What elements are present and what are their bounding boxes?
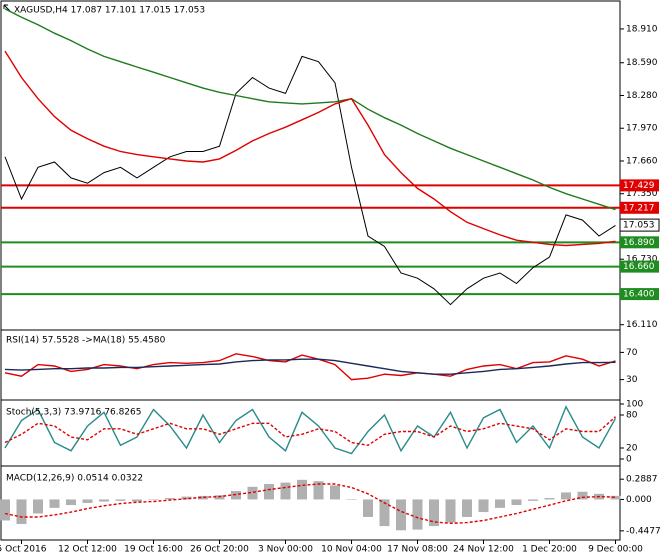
histogram-bar <box>198 495 208 500</box>
histogram-bar <box>346 499 357 500</box>
histogram-bar <box>577 491 588 500</box>
series-line <box>4 405 617 455</box>
current-price-label: 17.053 <box>623 221 655 231</box>
histogram-bar <box>132 499 142 502</box>
histogram-bar <box>313 481 324 500</box>
y-tick-label: 18.910 <box>626 24 658 34</box>
histogram-bar <box>264 484 274 500</box>
y-tick-label: 16.730 <box>626 255 658 265</box>
y-tick-label: 0.2887 <box>626 475 658 485</box>
histogram-bar <box>610 495 621 500</box>
histogram-bar <box>412 499 423 530</box>
series-line <box>4 50 616 247</box>
level-label: 16.660 <box>623 262 655 272</box>
histogram-bar <box>561 492 571 500</box>
level-label: 17.429 <box>623 181 655 191</box>
level-tag <box>620 179 659 192</box>
level-tag <box>620 236 659 249</box>
y-tick-label: 17.970 <box>626 124 658 134</box>
histogram-bar <box>0 499 10 521</box>
current-price-tag <box>619 218 660 232</box>
x-tick-label: 17 Nov 08:00 <box>387 545 448 555</box>
x-tick-label: 5 Oct 2016 <box>0 545 47 555</box>
series-line <box>4 353 616 381</box>
x-tick-label: 1 Dec 20:00 <box>522 545 577 555</box>
y-tick-label: 80 <box>626 411 638 421</box>
series-line <box>4 358 616 375</box>
x-tick-label: 26 Oct 20:00 <box>190 545 249 555</box>
series-line <box>4 55 616 306</box>
pane-title: MACD(12,26,9) 0.0514 0.0322 <box>6 474 143 484</box>
y-tick-label: -0.4477 <box>626 526 660 536</box>
histogram-bar <box>297 479 307 500</box>
pane-title: RSI(14) 57.5528 ->MA(18) 55.4580 <box>6 336 166 346</box>
y-tick-label: 20 <box>626 444 638 454</box>
histogram-bar <box>165 498 175 500</box>
histogram-bar <box>33 499 43 514</box>
histogram-bar <box>16 499 27 524</box>
histogram-bar <box>280 482 291 500</box>
histogram-bar <box>115 499 126 501</box>
y-tick-label: 30 <box>626 375 638 385</box>
histogram-bar <box>330 485 340 500</box>
pane-title: XAGUSD,H4 17.087 17.101 17.015 17.053 <box>14 6 205 16</box>
y-tick-label: 0 <box>626 455 632 465</box>
histogram-bar <box>396 499 406 531</box>
histogram-bar <box>66 499 76 506</box>
histogram-bar <box>82 499 93 503</box>
histogram-bar <box>247 486 258 500</box>
arrow-icon <box>3 4 11 12</box>
y-tick-label: 17.660 <box>626 156 658 166</box>
level-label: 16.890 <box>623 238 655 248</box>
y-tick-label: 18.280 <box>626 91 658 101</box>
pane-title: Stoch(5,3,3) 73.9716 76.8265 <box>6 408 141 418</box>
histogram-bar <box>478 499 489 513</box>
plot-frame <box>0 0 621 541</box>
y-tick-label: 17.350 <box>626 189 658 199</box>
y-tick-label: 100 <box>626 400 643 410</box>
histogram-bar <box>495 499 505 508</box>
y-tick-label: 16.110 <box>626 320 658 330</box>
level-tag <box>620 260 659 273</box>
level-tag <box>620 288 659 301</box>
histogram-bar <box>363 499 373 517</box>
level-tag <box>620 201 659 214</box>
x-tick-label: 19 Oct 16:00 <box>124 545 183 555</box>
histogram-bar <box>181 496 192 500</box>
level-label: 16.400 <box>623 290 655 300</box>
histogram-bar <box>231 491 241 500</box>
y-tick-label: 70 <box>626 348 638 358</box>
histogram-bar <box>99 499 109 502</box>
series-line <box>4 8 616 211</box>
x-tick-label: 12 Oct 12:00 <box>58 545 117 555</box>
x-tick-label: 10 Nov 04:00 <box>321 545 382 555</box>
series-line <box>4 483 616 525</box>
histogram-bar <box>379 499 390 527</box>
histogram-bar <box>214 495 225 500</box>
level-label: 17.217 <box>623 203 655 213</box>
x-tick-label: 24 Nov 12:00 <box>453 545 514 555</box>
x-tick-label: 9 Dec 00:00 <box>588 545 643 555</box>
histogram-bar <box>528 499 538 501</box>
histogram-bar <box>511 499 522 506</box>
y-tick-label: 0.000 <box>626 495 652 505</box>
histogram-bar <box>544 498 555 500</box>
histogram-bar <box>429 499 439 527</box>
histogram-bar <box>49 499 60 508</box>
histogram-bar <box>148 499 159 500</box>
histogram-bar <box>462 499 472 517</box>
histogram-bar <box>445 499 456 523</box>
x-tick-label: 3 Nov 00:00 <box>258 545 313 555</box>
series-line <box>4 416 616 447</box>
y-tick-label: 18.590 <box>626 58 658 68</box>
